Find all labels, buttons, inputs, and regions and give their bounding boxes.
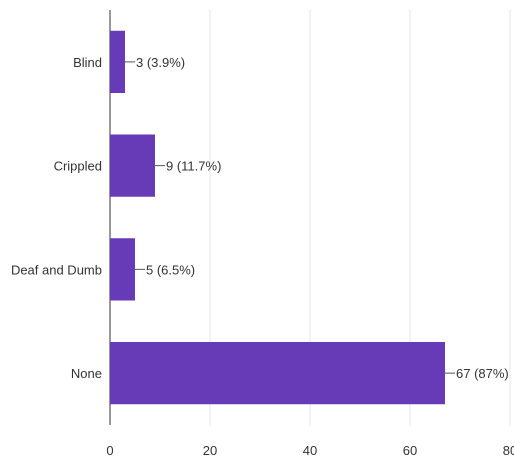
bar <box>110 342 445 405</box>
x-tick-label: 20 <box>203 443 217 458</box>
category-label: Deaf and Dumb <box>11 262 102 277</box>
x-tick-label: 0 <box>106 443 113 458</box>
data-label: 5 (6.5%) <box>146 262 195 277</box>
x-tick-label: 40 <box>303 443 317 458</box>
x-tick-label: 60 <box>403 443 417 458</box>
bar <box>110 238 135 301</box>
bars <box>110 30 445 405</box>
category-label: Blind <box>73 55 102 70</box>
bar <box>110 134 155 197</box>
data-label: 9 (11.7%) <box>166 159 221 174</box>
category-label: Crippled <box>54 159 102 174</box>
category-label: None <box>71 366 102 381</box>
x-tick-label: 80 <box>503 443 514 458</box>
data-label: 67 (87%) <box>456 366 509 381</box>
category-labels: Blind Crippled Deaf and Dumb None <box>11 55 102 381</box>
data-label: 3 (3.9%) <box>136 55 185 70</box>
bar <box>110 30 125 93</box>
x-axis-ticks: 0 20 40 60 80 <box>106 443 514 458</box>
data-labels: 3 (3.9%) 9 (11.7%) 5 (6.5%) 67 (87%) <box>125 55 509 381</box>
